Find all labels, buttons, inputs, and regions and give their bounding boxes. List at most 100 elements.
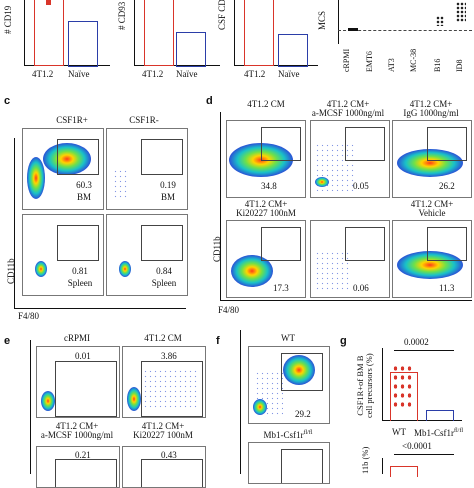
gate (55, 361, 117, 417)
gate (281, 353, 323, 391)
flow-plot-c3-pct: 0.81 (72, 266, 88, 276)
panel-e-title-1: 4T1.2 CM (144, 333, 182, 343)
panel-label-c: c (4, 95, 11, 107)
panel-d-title-1: 4T1.2 CM+ a-MCSF 1000ng/ml (311, 99, 385, 119)
panel-g-xlabel-1-sup: fl/fl (454, 428, 463, 434)
bar1-4t1-bar (34, 0, 64, 66)
flow-plot-e4: 0.43 (122, 446, 206, 488)
bar2-naive-bar (176, 32, 206, 67)
cell-dots (113, 169, 127, 199)
mcs-xlabel-4: B16 (433, 58, 442, 72)
mcs-xlabel-2: AT3 (387, 58, 396, 72)
bar2-4t1-bar (144, 0, 174, 66)
cell-population (315, 177, 329, 187)
panel-f-title-1-sup: fl/fl (303, 430, 313, 436)
panel-e-title-2: 4T1.2 CM+ a-MCSF 1000ng/ml (40, 421, 114, 441)
flow-plot-c2: 0.19 BM (106, 128, 188, 210)
gate (55, 459, 117, 487)
panel-c-title-1: CSF1R- (129, 115, 159, 125)
gate (427, 227, 467, 261)
cell-population (27, 157, 45, 199)
flow-plot-d5-pct: 0.06 (353, 283, 369, 293)
panel-g-xlabel-1: Mb1-Csf1rfl/fl (414, 428, 463, 438)
bar2-ylabel: # CD93 (117, 1, 127, 30)
bar3-4t1-bar (244, 0, 274, 66)
flow-plot-e3-pct: 0.21 (75, 450, 91, 460)
panel-label-f: f (216, 335, 220, 347)
flow-plot-c1-tissue: BM (76, 192, 91, 202)
mcs-xlabel-3: MC-38 (409, 48, 418, 72)
panel-g-yaxis (382, 348, 383, 420)
flow-plot-f2 (248, 442, 330, 484)
flow-plot-d4: 17.3 (226, 220, 306, 298)
flow-plot-e1: 0.01 (36, 346, 120, 418)
cell-population (41, 391, 55, 411)
flow-plot-f1: 29.2 (248, 346, 330, 424)
flow-plot-d6-pct: 11.3 (439, 283, 455, 293)
panel-e-title-0: cRPMI (63, 333, 90, 343)
flow-plot-c4-tissue: Spleen (151, 278, 177, 288)
flow-plot-d3: 26.2 (392, 120, 472, 198)
flow-plot-c3: 0.81 Spleen (22, 214, 104, 296)
cell-population (397, 251, 463, 279)
bar3-yaxis (234, 0, 235, 66)
panel-d-xaxis-arrow (220, 300, 472, 301)
gate (141, 139, 183, 175)
bar1-yaxis (24, 0, 25, 66)
mcs-points-b16 (436, 16, 444, 26)
flow-plot-d6: 11.3 (392, 220, 472, 298)
gate (57, 139, 99, 175)
panel-g-xlabel-0: WT (392, 427, 406, 437)
bar1-xlabel-0: 4T1.2 (32, 69, 54, 79)
bar1-ylabel: # CD19 (3, 5, 13, 34)
gate (261, 227, 301, 261)
mcs-yaxis (338, 0, 339, 44)
flow-plot-c4: 0.84 Spleen (106, 214, 188, 296)
panel-c-xaxis-arrow (14, 308, 186, 309)
gate (345, 227, 385, 261)
bar3-xaxis (234, 65, 318, 66)
mcs-point-crpmi (348, 28, 358, 31)
flow-plot-d1: 34.8 (226, 120, 306, 198)
bar1-point (46, 0, 51, 5)
cell-population (253, 399, 267, 415)
panel-g-xaxis (382, 420, 462, 421)
panel-label-d: d (206, 95, 213, 107)
bar2-xlabel-0: 4T1.2 (142, 69, 164, 79)
panel-e-title-3: 4T1.2 CM+ Ki20227 100nM (133, 421, 193, 441)
cell-population (283, 355, 315, 385)
panel-g-wt-bar2 (390, 466, 418, 477)
bar1-xlabel-1: Naïve (68, 69, 90, 79)
panel-d-title-0: 4T1.2 CM (247, 99, 285, 109)
mcs-zero-line (338, 30, 472, 31)
flow-plot-c2-tissue: BM (160, 192, 175, 202)
flow-plot-c2-pct: 0.19 (160, 180, 176, 190)
cell-population (119, 261, 131, 277)
flow-plot-d1-pct: 34.8 (261, 181, 277, 191)
panel-d-yaxis-arrow (220, 112, 221, 300)
panel-label-g: g (340, 335, 347, 347)
mcs-xlabel-1: EMT6 (365, 51, 374, 72)
flow-plot-c1: 60.3 BM (22, 128, 104, 210)
panel-c-title-0: CSF1R+ (56, 115, 88, 125)
gate (427, 127, 467, 161)
bar3-xlabel-0: 4T1.2 (244, 69, 266, 79)
panel-g-pval-top: 0.0002 (404, 337, 429, 347)
cell-population (43, 143, 91, 175)
flow-plot-e4-pct: 0.43 (161, 450, 177, 460)
bar2-yaxis (134, 0, 135, 66)
panel-d-xaxis-label: F4/80 (218, 305, 240, 315)
panel-e-yaxis-arrow (30, 340, 31, 474)
panel-g-sig-bar-bottom (394, 454, 454, 455)
bar2-xaxis (134, 65, 220, 66)
panel-g-wt-points (392, 364, 414, 408)
bar3-ylabel: CSF CD93 (217, 0, 227, 30)
gate (141, 459, 203, 487)
mcs-ylabel: MCS (317, 10, 327, 30)
bar1-naive-bar (68, 21, 98, 67)
panel-d-title-3: 4T1.2 CM+ Ki20227 100nM (236, 199, 296, 219)
cell-dots (143, 369, 199, 409)
bar3-xlabel-1: Naïve (278, 69, 300, 79)
panel-f-title-1-text: Mb1-Csf1r (263, 430, 304, 440)
flow-plot-e3: 0.21 (36, 446, 120, 488)
